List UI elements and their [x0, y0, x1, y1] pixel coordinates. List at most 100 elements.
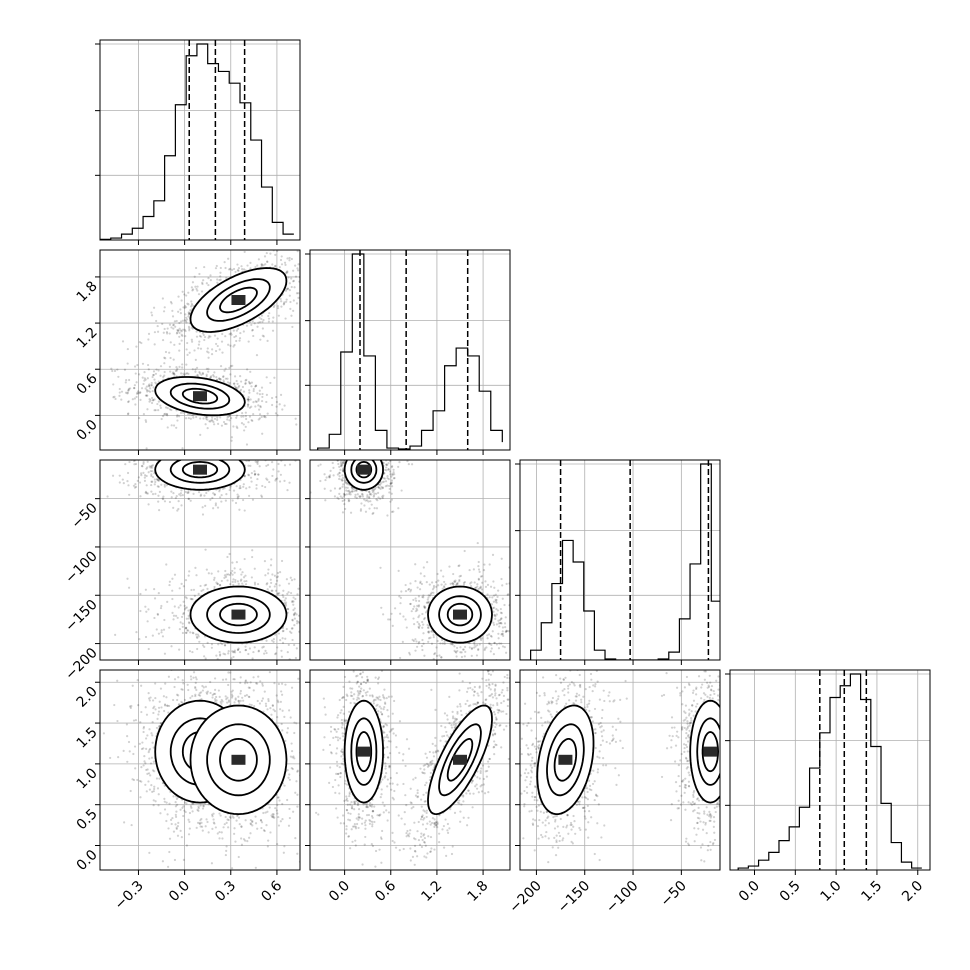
- scatter-point: [387, 478, 390, 481]
- scatter-point: [171, 309, 174, 312]
- scatter-point: [196, 633, 200, 636]
- scatter-point: [470, 646, 474, 650]
- scatter-point: [372, 455, 374, 457]
- scatter-point: [372, 511, 375, 515]
- scatter-point: [221, 444, 223, 446]
- scatter-point: [349, 447, 351, 449]
- scatter-point: [297, 263, 300, 266]
- scatter-point: [241, 498, 245, 502]
- scatter-point: [243, 474, 246, 477]
- scatter-point: [426, 601, 429, 604]
- scatter-point: [273, 304, 276, 307]
- scatter-point: [243, 429, 246, 432]
- scatter-point: [276, 307, 280, 310]
- scatter-point: [179, 621, 182, 624]
- scatter-point: [173, 451, 175, 453]
- scatter-point: [195, 454, 197, 456]
- scatter-point: [213, 585, 216, 589]
- contour-line: [154, 460, 246, 491]
- scatter-point: [239, 664, 241, 666]
- scatter-point: [256, 460, 260, 463]
- panel-frame: [309, 249, 511, 451]
- scatter-point: [337, 497, 340, 501]
- scatter-point: [177, 507, 180, 511]
- scatter-point: [237, 453, 239, 455]
- scatter-point: [178, 327, 181, 330]
- scatter-point: [369, 454, 371, 456]
- scatter-point: [397, 569, 400, 572]
- scatter-point: [205, 453, 207, 455]
- scatter-point: [247, 398, 250, 401]
- scatter-point: [150, 466, 154, 469]
- scatter-point: [186, 372, 189, 375]
- scatter-point: [238, 384, 241, 388]
- scatter-point: [262, 264, 265, 267]
- scatter-point: [440, 656, 443, 659]
- contour-line: [181, 460, 219, 479]
- scatter-point: [216, 657, 219, 660]
- scatter-point: [277, 462, 280, 466]
- scatter-point: [258, 389, 261, 392]
- scatter-point: [322, 290, 324, 292]
- scatter-point: [393, 443, 395, 445]
- scatter-point: [375, 507, 379, 510]
- scatter-point: [344, 486, 347, 489]
- scatter-point: [205, 415, 208, 419]
- scatter-point: [245, 688, 247, 690]
- scatter-point: [169, 341, 172, 344]
- scatter-point: [265, 477, 268, 480]
- scatter-point: [180, 615, 184, 619]
- scatter-point: [375, 436, 377, 438]
- scatter-point: [155, 628, 158, 631]
- scatter-point: [380, 451, 382, 453]
- scatter-point: [184, 627, 187, 630]
- scatter-point: [390, 479, 394, 482]
- scatter-point: [233, 571, 236, 574]
- scatter-point: [293, 617, 296, 620]
- scatter-point: [214, 441, 216, 443]
- scatter-point: [253, 581, 257, 584]
- y-tick-label: 1.8: [74, 278, 101, 305]
- scatter-point: [143, 474, 147, 477]
- scatter-point: [251, 657, 254, 660]
- scatter-point: [268, 480, 271, 484]
- scatter-point: [238, 487, 241, 490]
- scatter-point: [477, 560, 480, 564]
- scatter-point: [278, 480, 282, 483]
- scatter-point: [505, 629, 509, 633]
- scatter-point: [204, 504, 207, 507]
- scatter-point: [127, 388, 130, 392]
- scatter-point: [203, 447, 205, 449]
- scatter-point: [203, 338, 206, 342]
- scatter-point: [276, 575, 279, 578]
- scatter-point: [247, 380, 251, 383]
- scatter-point: [187, 313, 190, 316]
- scatter-point: [187, 497, 191, 500]
- scatter-point: [231, 573, 234, 576]
- scatter-point: [346, 453, 348, 455]
- scatter-point: [292, 600, 295, 603]
- scatter-point: [382, 613, 385, 616]
- scatter-point: [440, 656, 443, 659]
- scatter-point: [153, 597, 157, 600]
- scatter-point: [483, 563, 486, 566]
- scatter-point: [218, 654, 222, 657]
- scatter-point: [268, 452, 270, 454]
- scatter-point: [138, 481, 142, 484]
- scatter-point: [282, 629, 285, 633]
- scatter-point: [380, 457, 382, 459]
- scatter-point: [219, 275, 222, 278]
- scatter-point: [181, 319, 185, 322]
- scatter-point: [381, 481, 384, 484]
- scatter-point: [271, 263, 274, 266]
- scatter-point: [299, 247, 301, 249]
- scatter-point: [386, 477, 389, 480]
- scatter-point: [143, 377, 146, 380]
- scatter-point: [222, 453, 224, 455]
- scatter-point: [338, 475, 341, 478]
- scatter-point: [178, 335, 181, 338]
- scatter-point: [240, 578, 243, 581]
- scatter-point: [181, 290, 184, 293]
- scatter-point: [247, 398, 250, 401]
- scatter-point: [192, 458, 194, 460]
